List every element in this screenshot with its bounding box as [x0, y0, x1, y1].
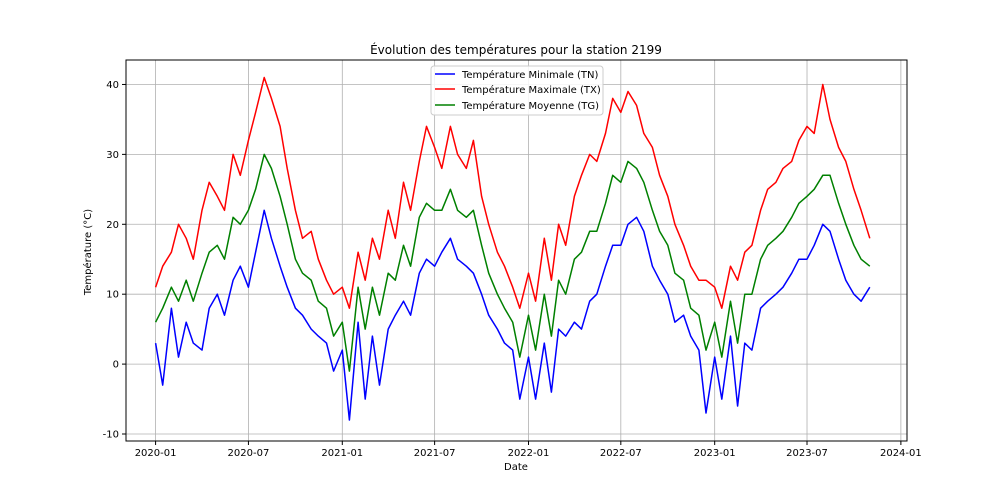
series-layer	[154, 76, 871, 421]
x-tick-label: 2023-01	[694, 448, 736, 459]
legend-label-tx: Température Maximale (TX)	[461, 84, 601, 96]
x-tick-label: 2020-01	[135, 448, 177, 459]
x-tick-label: 2022-01	[508, 448, 550, 459]
y-tick-label: 40	[106, 80, 119, 91]
x-tick-label: 2022-07	[600, 448, 642, 459]
series-line-tn	[154, 209, 871, 421]
y-axis-label: Température (°C)	[82, 209, 94, 296]
legend-label-tn: Température Minimale (TN)	[461, 69, 599, 81]
x-tick-label: 2023-07	[786, 448, 828, 459]
y-tick-label: 0	[113, 360, 119, 371]
chart-title: Évolution des températures pour la stati…	[370, 42, 662, 57]
legend-box	[430, 65, 604, 116]
series-line-tx	[154, 76, 871, 309]
series-line-tg	[154, 153, 871, 372]
x-axis-label: Date	[504, 462, 528, 473]
x-tick-label: 2021-07	[414, 448, 456, 459]
y-tick-label: 10	[106, 290, 119, 301]
y-tick-label: 30	[106, 150, 119, 161]
x-tick-label: 2020-07	[228, 448, 270, 459]
grid	[126, 60, 907, 441]
y-axis-ticks: -10 0 10 20 30 40	[103, 80, 126, 441]
legend: Température Minimale (TN) Température Ma…	[430, 65, 604, 116]
legend-label-tg: Température Moyenne (TG)	[461, 100, 599, 112]
x-tick-label: 2024-01	[880, 448, 922, 459]
x-axis-ticks: 2020-01 2020-07 2021-01 2021-07 2022-01 2022-…	[135, 441, 922, 459]
y-tick-label: -10	[103, 430, 119, 441]
plot-frame	[125, 59, 908, 442]
y-tick-label: 20	[106, 220, 119, 231]
x-tick-label: 2021-01	[321, 448, 363, 459]
